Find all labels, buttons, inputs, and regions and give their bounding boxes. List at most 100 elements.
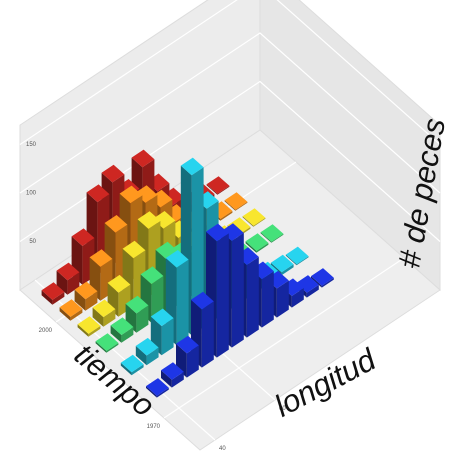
bar-face — [85, 291, 98, 311]
bar — [224, 192, 248, 211]
bar-face — [285, 246, 309, 265]
bar-face — [260, 232, 272, 243]
bar-face — [285, 254, 297, 266]
bar-face — [256, 242, 269, 253]
bar-face — [107, 274, 131, 293]
bar-face — [52, 291, 65, 305]
bar-face — [216, 233, 229, 358]
bar-face — [180, 157, 204, 176]
bar-face — [137, 211, 161, 229]
x-tick-label: 40 — [219, 446, 226, 452]
bar-face — [281, 264, 294, 276]
grid-line — [19, 0, 441, 145]
bar — [95, 333, 119, 353]
bar-face — [321, 277, 334, 288]
bar-face — [150, 308, 174, 327]
bar-face — [71, 228, 95, 246]
bar-face — [122, 240, 146, 259]
bar — [285, 246, 309, 266]
z-tick-label: 50 — [29, 239, 36, 245]
grid-line — [163, 257, 405, 419]
bar — [92, 299, 116, 327]
bar-face — [125, 295, 149, 314]
bar-face — [146, 378, 169, 396]
grid-line — [19, 32, 441, 194]
bar-face — [191, 167, 204, 336]
bar — [161, 362, 184, 388]
bar-face — [88, 325, 101, 337]
bar-face — [296, 256, 309, 266]
bar-face — [89, 249, 113, 267]
bar — [74, 281, 98, 311]
bar-face — [56, 262, 80, 281]
bar-face — [270, 254, 294, 273]
bar — [135, 337, 159, 366]
bar-face — [206, 223, 229, 242]
bar — [56, 262, 80, 295]
bar-face — [120, 362, 132, 376]
bar-face — [86, 184, 110, 203]
bar-face — [95, 333, 119, 351]
bar-face — [253, 217, 266, 227]
bar-face — [120, 354, 144, 373]
bar-face — [201, 301, 214, 368]
bar-face — [92, 299, 116, 318]
bar-face — [161, 370, 172, 388]
bar — [242, 208, 266, 227]
bar-face — [221, 223, 244, 241]
bar-face — [74, 281, 98, 300]
bar-face — [176, 335, 199, 354]
bar — [59, 299, 83, 321]
bar-face — [224, 192, 248, 210]
bar-face — [242, 208, 266, 226]
bar-face — [296, 275, 319, 293]
time-tick-label: 1970 — [147, 424, 161, 430]
bar-face — [134, 185, 158, 203]
bar-face — [41, 282, 65, 300]
bar-face — [56, 270, 68, 295]
bar — [260, 224, 284, 243]
bar-face — [220, 210, 233, 221]
bar-face — [156, 387, 169, 398]
bar — [77, 316, 101, 337]
bar-face — [77, 316, 101, 334]
bar-face — [245, 233, 269, 251]
bar-face — [146, 347, 159, 366]
bar-face — [260, 224, 284, 242]
bar-face — [121, 327, 134, 343]
bar-face — [206, 176, 230, 194]
bar-face — [276, 280, 289, 318]
bar-face — [59, 307, 71, 321]
bar-face — [176, 259, 189, 346]
bar-face — [242, 216, 254, 227]
bar-face — [135, 337, 159, 356]
bar-face — [119, 185, 143, 204]
bar-face — [152, 211, 176, 229]
bar-face — [165, 250, 189, 268]
bar-face — [171, 371, 184, 388]
bar — [146, 378, 169, 398]
x-tick-label: 60 — [279, 406, 286, 412]
bar-face — [227, 217, 251, 235]
bar-face — [311, 276, 322, 288]
bar-face — [206, 184, 218, 195]
bar — [110, 317, 134, 343]
bar-face — [191, 291, 214, 310]
bar-face — [186, 345, 199, 378]
bar-face — [110, 317, 134, 335]
bar-face — [41, 290, 53, 305]
bar-face — [217, 185, 230, 195]
bar-face — [235, 201, 248, 211]
bar — [206, 176, 230, 195]
bar-face — [271, 233, 284, 243]
bar — [245, 233, 269, 253]
bar-face — [92, 307, 104, 327]
bar-face — [306, 284, 319, 298]
bar-face — [135, 345, 147, 366]
bar-face — [161, 318, 174, 356]
bar-face — [224, 200, 236, 211]
bar-face — [291, 288, 304, 308]
labels: 50 100 150 2000 1970 40 60 — [26, 142, 286, 452]
